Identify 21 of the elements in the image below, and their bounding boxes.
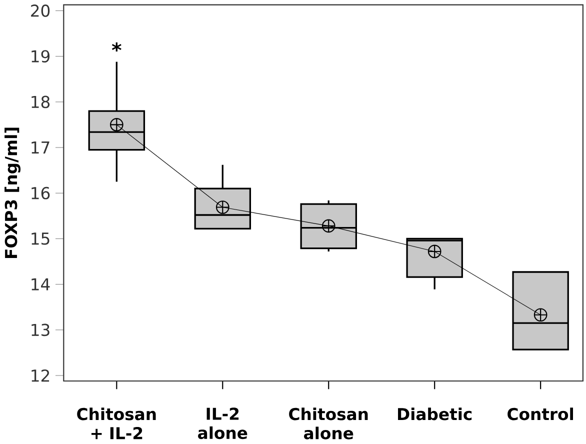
point: [428, 244, 442, 258]
point: [322, 219, 336, 233]
y-axis-title: FOXP3 [ng/ml]: [4, 128, 20, 258]
point: [534, 308, 548, 322]
x-tick-label: Diabetic: [398, 408, 472, 420]
point: [216, 200, 230, 214]
annotation: *: [112, 42, 122, 52]
x-tick-label: Chitosan alone: [289, 408, 368, 440]
y-tick-label: 16: [32, 186, 50, 200]
x-tick-label: IL-2 alone: [198, 408, 248, 440]
y-tick-label: 14: [32, 278, 50, 290]
y-tick-label: 20: [31, 4, 50, 17]
y-tick-label: 15: [32, 232, 50, 245]
x-tick-label: Control: [508, 408, 573, 420]
y-tick-label: 13: [32, 324, 50, 336]
y-tick-label: 19: [32, 50, 50, 63]
x-tick-label: Chitosan + IL-2: [77, 408, 156, 440]
y-tick-label: 18: [32, 96, 50, 108]
y-tick-label: 12: [32, 369, 50, 382]
point: [110, 118, 124, 132]
y-tick-label: 17: [32, 142, 50, 154]
